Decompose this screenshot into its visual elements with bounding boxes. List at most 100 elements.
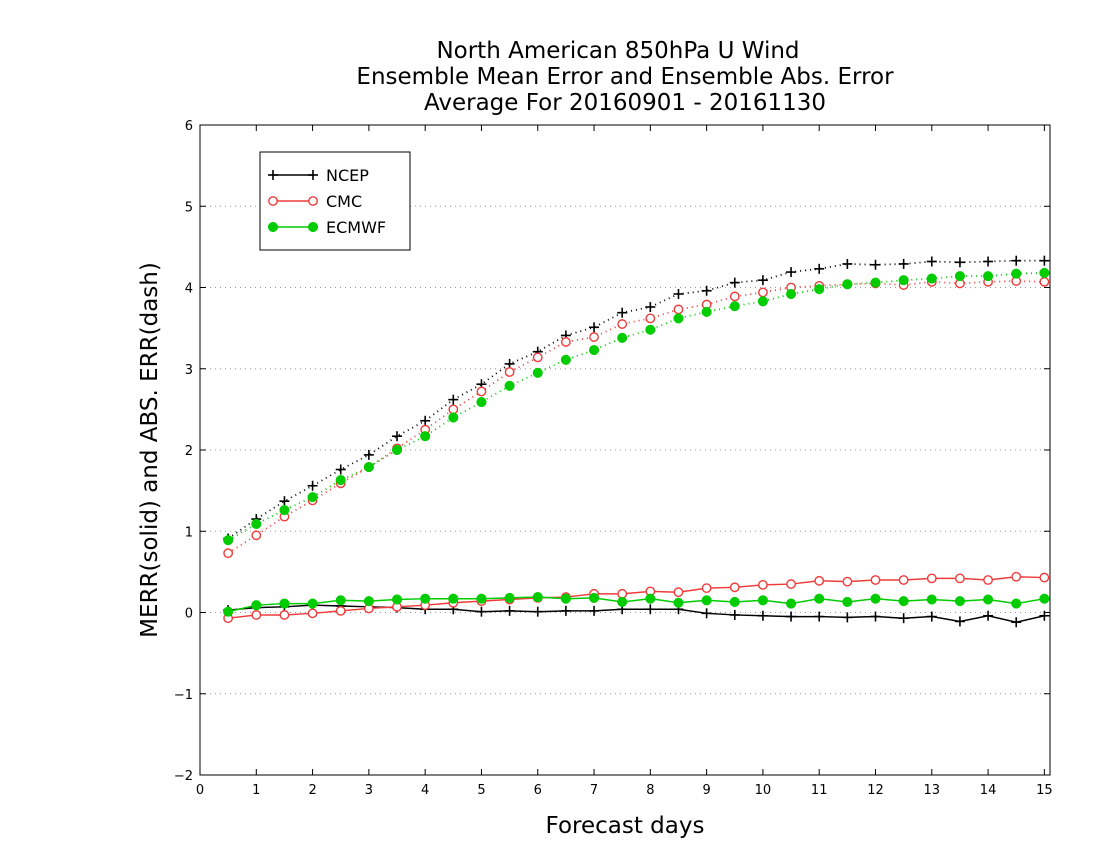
legend-items: NCEP CMC ECMWF [267, 166, 386, 237]
point-ecmwf-abs-err [673, 313, 684, 324]
point-ncep-merr [476, 606, 487, 617]
x-tick-label: 10 [755, 783, 772, 798]
point-ncep-merr [983, 610, 994, 621]
point-ecmwf-abs-err [279, 505, 290, 516]
point-ncep-merr [814, 611, 825, 622]
point-ecmwf-merr [391, 594, 403, 605]
point-ncep-merr [645, 604, 656, 615]
point-ncep-merr [786, 611, 797, 622]
point-ecmwf-merr [420, 593, 431, 604]
point-ecmwf-merr [588, 592, 600, 603]
series-cmc-merr [223, 571, 1050, 624]
line-cmc-abs-err [227, 280, 1045, 554]
point-ncep-abs-err [870, 259, 881, 270]
point-ecmwf-abs-err [757, 296, 768, 307]
point-ecmwf-merr [954, 596, 965, 607]
point-cmc-merr [955, 573, 965, 584]
point-ecmwf-abs-err [870, 277, 881, 288]
y-axis-label: MERR(solid) and ABS. ERR(dash) [137, 262, 163, 638]
point-ncep-merr [898, 613, 909, 624]
x-tick-label: 15 [1036, 783, 1053, 798]
point-ncep-abs-err [926, 256, 937, 267]
y-tick-label: 1 [185, 525, 193, 540]
point-ecmwf-merr [729, 596, 740, 607]
point-ecmwf-merr [898, 596, 909, 607]
point-ecmwf-abs-err [1039, 267, 1050, 278]
x-tick-label: 11 [811, 783, 828, 798]
point-ncep-abs-err [279, 496, 290, 507]
chart-title-line-1: North American 850hPa U Wind [436, 38, 799, 64]
point-cmc-merr [307, 608, 318, 619]
point-ecmwf-abs-err [532, 367, 543, 378]
point-cmc-abs-err [448, 404, 459, 415]
legend: NCEP CMC ECMWF [259, 151, 411, 251]
point-ecmwf-abs-err [786, 288, 797, 300]
line-ncep-abs-err [227, 259, 1045, 540]
line-ecmwf-abs-err [227, 271, 1045, 541]
point-ecmwf-merr [335, 595, 346, 606]
point-ecmwf-merr [757, 595, 768, 606]
point-ncep-abs-err [954, 257, 965, 268]
point-cmc-merr [1039, 572, 1050, 583]
x-tick-label: 12 [867, 783, 884, 798]
legend-marker-start [267, 221, 279, 233]
y-tick-label: 5 [185, 200, 193, 215]
x-axis-label: Forecast days [546, 813, 705, 839]
point-cmc-abs-err [223, 548, 234, 559]
point-ncep-abs-err [786, 267, 797, 278]
point-ecmwf-merr [560, 593, 571, 604]
point-ecmwf-merr [223, 606, 234, 617]
series-ecmwf-merr [223, 592, 1050, 617]
point-ecmwf-abs-err [504, 380, 515, 391]
point-cmc-abs-err [476, 386, 487, 397]
point-ncep-merr [1039, 610, 1050, 621]
point-cmc-merr [617, 588, 628, 599]
point-ncep-abs-err [645, 302, 656, 312]
point-ecmwf-merr [645, 593, 656, 604]
x-tick-label: 6 [534, 783, 542, 798]
point-ncep-abs-err [617, 307, 628, 318]
chart-title-line-2: Ensemble Mean Error and Ensemble Abs. Er… [356, 64, 894, 90]
x-tick-label: 3 [365, 783, 373, 798]
point-ncep-abs-err [448, 394, 459, 405]
point-ncep-abs-err [363, 449, 374, 460]
x-tick-label: 9 [702, 783, 710, 798]
series-ncep-abs-err [223, 255, 1050, 544]
point-cmc-abs-err [504, 367, 515, 377]
point-ncep-abs-err [701, 285, 712, 296]
point-cmc-merr [701, 583, 712, 594]
point-ecmwf-merr [448, 593, 459, 604]
point-ncep-abs-err [335, 464, 346, 475]
point-cmc-merr [729, 582, 740, 593]
point-ecmwf-abs-err [588, 345, 600, 356]
point-ecmwf-merr [842, 596, 853, 607]
point-ncep-merr [926, 611, 937, 622]
point-cmc-abs-err [589, 332, 599, 342]
point-ecmwf-abs-err [223, 535, 234, 546]
legend-label: ECMWF [326, 218, 386, 237]
point-ecmwf-abs-err [391, 444, 403, 456]
point-cmc-merr [673, 587, 684, 598]
point-cmc-merr [870, 575, 881, 585]
legend-label: NCEP [326, 166, 369, 185]
point-cmc-merr [842, 576, 853, 587]
point-ecmwf-merr [279, 598, 290, 609]
point-ncep-merr [532, 606, 543, 617]
series-cmc-abs-err [223, 276, 1050, 559]
x-tick-label: 8 [646, 783, 654, 798]
point-cmc-abs-err [560, 337, 571, 347]
point-ecmwf-abs-err [645, 324, 656, 335]
point-ecmwf-merr [1011, 598, 1022, 609]
point-ncep-merr [589, 605, 600, 616]
x-tick-label: 4 [421, 783, 429, 798]
point-cmc-merr [1011, 571, 1022, 582]
legend-item-ecmwf: ECMWF [267, 218, 386, 237]
point-ecmwf-merr [1039, 593, 1050, 604]
point-cmc-merr [926, 573, 937, 584]
point-cmc-merr [251, 610, 262, 620]
point-ecmwf-merr [504, 592, 515, 603]
point-ecmwf-abs-err [954, 271, 965, 282]
point-ncep-abs-err [307, 480, 318, 491]
point-cmc-merr [898, 575, 909, 585]
